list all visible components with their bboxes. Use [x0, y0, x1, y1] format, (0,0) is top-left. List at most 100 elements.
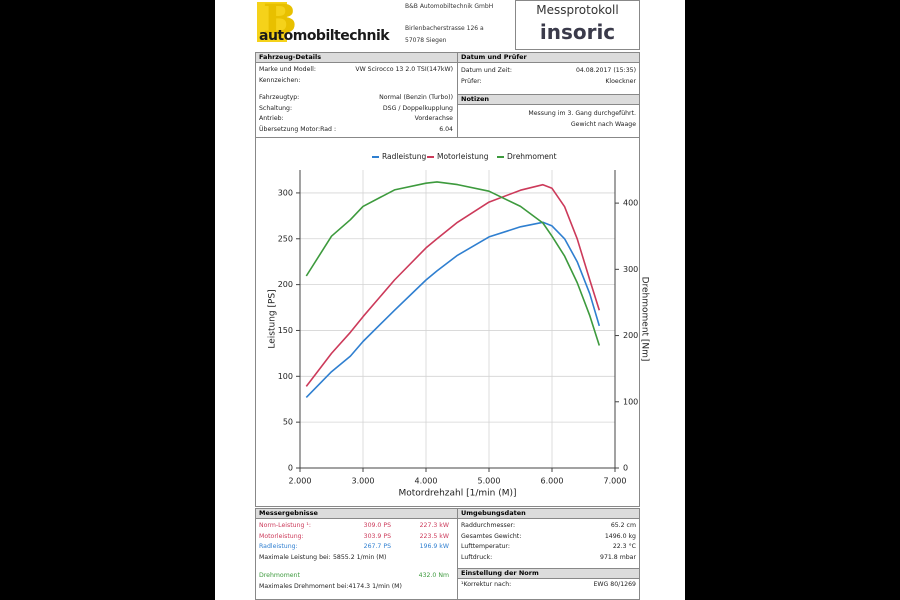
table-row: Radleistung: 267.7 PS 196.9 kW	[259, 542, 449, 553]
table-row: Übersetzung Motor:Rad : 6.04	[259, 125, 453, 136]
y2-tick-label: 100	[623, 397, 638, 406]
vehicle-rows: Marke und Modell: VW Scirocco 13 2.0 TSI(…	[259, 65, 453, 135]
field-value: DSG / Doppelkupplung	[382, 104, 453, 112]
norm-rows: ¹Korrektur nach: EWG 80/1269	[461, 580, 636, 591]
field-label: Kennzeichen:	[259, 76, 301, 84]
protocol-page: B automobiltechnik B&B Automobiltechnik …	[215, 0, 685, 600]
results-rows: Norm-Leistung ¹: 309.0 PS 227.3 kW Motorlei…	[259, 521, 449, 592]
field-value: Vorderachse	[414, 115, 453, 122]
x-tick-label: 4.000	[415, 477, 438, 486]
field-label: Raddurchmesser:	[461, 522, 516, 529]
x-tick-label: 2.000	[289, 477, 312, 486]
field-value: 309.0 PS	[363, 522, 391, 529]
table-row: Gesamtes Gewicht: 1496.0 kg	[461, 532, 636, 543]
field-label: Norm-Leistung ¹:	[259, 522, 311, 529]
field-value: 4174.3 1/min (M)	[348, 582, 402, 590]
y-tick-label: 100	[278, 372, 293, 381]
y2-tick-label: 0	[623, 464, 628, 473]
company: B&B Automobiltechnik GmbH	[405, 3, 494, 10]
table-row: Antrieb: Vorderachse	[259, 114, 453, 125]
field-label: Antrieb:	[259, 115, 284, 122]
chart-box	[255, 137, 640, 507]
table-row: Drehmoment 432.0 Nm	[259, 571, 449, 582]
note-line: Messung im 3. Gang durchgeführt.	[528, 110, 636, 117]
field-value: 196.9 kW	[419, 543, 449, 550]
table-row: Luftdruck: 971.8 mbar	[461, 553, 636, 564]
field-value: 971.8 mbar	[600, 553, 636, 561]
table-row: Prüfer: Kloeckner	[461, 77, 636, 88]
inspection-rows: Datum und Zeit: 04.08.2017 (15:35) Prüfer:…	[461, 66, 636, 87]
field-value: VW Scirocco 13 2.0 TSI(147kW)	[355, 66, 453, 73]
y2-axis-label: Drehmoment [Nm]	[640, 277, 650, 362]
y-tick-label: 150	[278, 326, 293, 335]
field-label: Lufttemperatur:	[461, 543, 510, 550]
y2-tick-label: 300	[623, 265, 638, 274]
street: Birlenbacherstrasse 126 a	[405, 25, 484, 32]
field-value: 5855.2 1/min (M)	[333, 553, 387, 561]
legend-label: Motorleistung	[437, 152, 489, 161]
table-row: ¹Korrektur nach: EWG 80/1269	[461, 580, 636, 591]
field-label: ¹Korrektur nach:	[461, 581, 512, 588]
x-tick-label: 5.000	[478, 477, 501, 486]
notes-lines: Messung im 3. Gang durchgeführt. Gewicht …	[461, 109, 636, 130]
field-value: 267.7 PS	[363, 543, 391, 550]
section-heading: Einstellung der Norm	[457, 568, 640, 579]
field-value: 1496.0 kg	[604, 532, 636, 540]
legend-label: Radleistung	[382, 152, 427, 161]
field-value: 432.0 Nm	[418, 572, 449, 579]
x-tick-label: 3.000	[352, 477, 375, 486]
y-tick-label: 0	[288, 464, 293, 473]
environment-rows: Raddurchmesser: 65.2 cm Gesamtes Gewicht: 1…	[461, 521, 636, 563]
field-label: Marke und Modell:	[259, 66, 316, 73]
title-box	[515, 0, 640, 50]
legend-label: Drehmoment	[507, 152, 557, 161]
section-heading: Notizen	[457, 94, 640, 105]
logo-text: automobiltechnik	[259, 28, 390, 44]
y2-tick-label: 200	[623, 331, 638, 340]
logo-block	[257, 2, 287, 42]
table-row: Lufttemperatur: 22.3 °C	[461, 542, 636, 553]
note-line: Gewicht nach Waage	[570, 120, 636, 128]
table-row: Maximales Drehmoment bei: 4174.3 1/min (M…	[259, 582, 449, 593]
field-label: Motorleistung:	[259, 532, 304, 540]
table-row: Schaltung: DSG / Doppelkupplung	[259, 104, 453, 115]
city: 57078 Siegen	[405, 37, 447, 44]
field-value: 04.08.2017 (15:35)	[575, 67, 636, 74]
y-tick-label: 50	[283, 418, 293, 427]
table-row: Kennzeichen:	[259, 76, 453, 87]
field-label: Datum und Zeit:	[461, 67, 512, 74]
table-row: Marke und Modell: VW Scirocco 13 2.0 TSI(…	[259, 65, 453, 76]
field-value: Normal (Benzin (Turbo))	[379, 94, 453, 101]
logo-letter: B	[263, 0, 297, 43]
table-row: Datum und Zeit: 04.08.2017 (15:35)	[461, 66, 636, 77]
field-label: Luftdruck:	[461, 553, 493, 561]
field-value: 65.2 cm	[610, 522, 636, 529]
field-label: Maximale Leistung bei:	[259, 553, 331, 561]
field-label: Radleistung:	[259, 543, 298, 550]
y-tick-label: 300	[278, 188, 293, 197]
field-label: Drehmoment	[259, 572, 300, 579]
brand: insoric	[539, 20, 616, 44]
y-axis-label: Leistung [PS]	[268, 289, 278, 348]
field-label: Schaltung:	[259, 104, 293, 112]
series-line	[305, 221, 601, 398]
field-value: EWG 80/1269	[593, 581, 637, 588]
field-value: 227.3 kW	[419, 522, 449, 529]
table-row: Maximale Leistung bei: 5855.2 1/min (M)	[259, 553, 449, 564]
field-label: Fahrzeugtyp:	[259, 94, 300, 101]
field-value: 6.04	[439, 125, 453, 133]
field-label: Übersetzung Motor:Rad :	[259, 125, 337, 133]
table-row: Fahrzeugtyp: Normal (Benzin (Turbo))	[259, 93, 453, 104]
field-value: 303.9 PS	[363, 532, 391, 540]
title: Messprotokoll	[536, 3, 619, 17]
y-tick-label: 250	[278, 234, 293, 243]
field-value: 22.3 °C	[612, 543, 636, 550]
x-axis-label: Motordrehzahl [1/min (M)]	[398, 489, 516, 499]
table-row: Motorleistung: 303.9 PS 223.5 kW	[259, 532, 449, 543]
field-value: Kloeckner	[605, 77, 636, 85]
field-label: Gesamtes Gewicht:	[461, 532, 522, 540]
field-label: Maximales Drehmoment bei:	[259, 582, 349, 590]
field-label: Prüfer:	[461, 77, 482, 85]
series-line	[305, 183, 601, 387]
